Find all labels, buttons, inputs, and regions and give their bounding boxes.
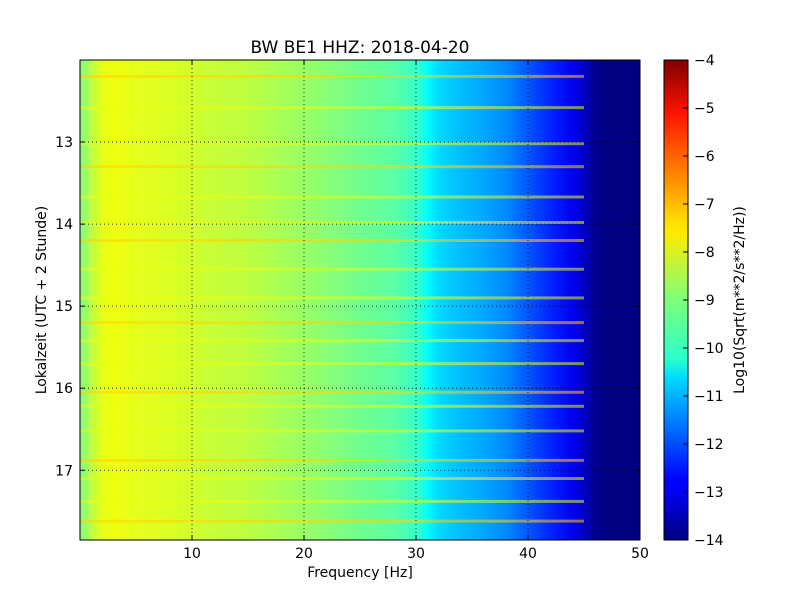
y-axis-label: Lokalzeit (UTC + 2 Stunde) <box>34 206 50 395</box>
spectrogram-band <box>80 267 584 271</box>
colorbar-tick-label: −13 <box>694 485 724 501</box>
colorbar-tick-label: −5 <box>694 101 715 117</box>
spectrogram-lines <box>80 74 584 523</box>
chart-title: BW BE1 HHZ: 2018-04-20 <box>250 38 469 58</box>
spectrogram-band <box>80 339 584 343</box>
x-tick-label: 30 <box>407 546 425 562</box>
spectrogram-band <box>80 165 584 169</box>
colorbar-tick-label: −8 <box>694 245 715 261</box>
spectrogram-band <box>80 362 584 366</box>
x-tick-label: 20 <box>295 546 313 562</box>
colorbar-tick-label: −9 <box>694 293 715 309</box>
y-tick-label: 17 <box>55 463 73 479</box>
x-axis-label: Frequency [Hz] <box>307 565 413 581</box>
colorbar-tick-label: −12 <box>694 437 724 453</box>
spectrogram-band <box>80 390 584 394</box>
colorbar-tick-label: −14 <box>694 533 724 549</box>
plot-frame <box>79 59 641 541</box>
x-axis: 10 20 30 40 50 <box>183 60 649 562</box>
colorbar-tick-label: −6 <box>694 149 715 165</box>
spectrogram-band <box>80 74 584 78</box>
y-tick-label: 15 <box>55 299 73 315</box>
colorbar-tick-label: −10 <box>694 341 724 357</box>
spectrogram-band <box>80 321 584 325</box>
colorbar: −4 −5 −6 −7 −8 −9 −10 −11 −12 −13 −14 Log10(Sqrt(m… <box>663 53 748 549</box>
x-tick-label: 10 <box>183 546 201 562</box>
spectrogram-band <box>80 195 584 199</box>
spectrogram-band <box>80 296 584 300</box>
spectrogram-band <box>80 106 584 110</box>
spectrogram-band <box>80 221 584 224</box>
spectrogram-band <box>80 458 584 462</box>
spectrogram-band <box>80 142 584 146</box>
colorbar-ticks: −4 −5 −6 −7 −8 −9 −10 −11 −12 −13 −14 <box>683 53 724 549</box>
spectrogram-band <box>80 404 584 408</box>
colorbar-label: Log10(Sqrt(m**2/s**2/Hz)) <box>732 206 748 394</box>
plot-area <box>79 59 641 541</box>
spectrogram-band <box>80 499 584 503</box>
grid-lines <box>80 60 640 540</box>
spectrogram-band <box>80 429 584 433</box>
spectrogram-band <box>80 239 584 242</box>
y-tick-label: 13 <box>55 135 73 151</box>
colorbar-tick-label: −7 <box>694 197 715 213</box>
spectrogram-band <box>80 519 584 523</box>
spectrogram-band <box>80 477 584 480</box>
y-tick-label: 14 <box>55 217 73 233</box>
y-axis: 13 14 15 16 17 <box>55 135 640 479</box>
y-tick-label: 16 <box>55 381 73 397</box>
x-tick-label: 50 <box>631 546 649 562</box>
x-tick-label: 40 <box>519 546 537 562</box>
spectrogram-base <box>80 60 640 540</box>
colorbar-tick-label: −4 <box>694 53 715 69</box>
colorbar-tick-label: −11 <box>694 389 724 405</box>
